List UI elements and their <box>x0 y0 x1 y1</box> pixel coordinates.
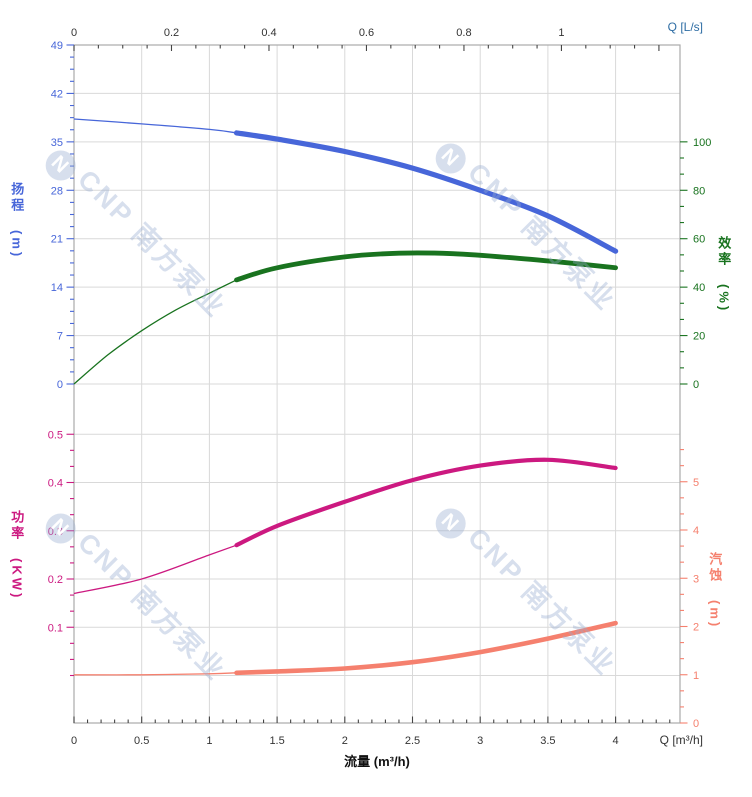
head-tick-label: 28 <box>51 185 63 197</box>
efficiency-curve <box>234 250 618 283</box>
top-axis-unit-label: Q [L/s] <box>667 20 703 34</box>
efficiency-tick-label: 40 <box>693 282 705 294</box>
head-tick-label: 42 <box>51 88 63 100</box>
flow-axis-label: 流量 (m³/h) <box>344 754 410 769</box>
efficiency-axis-title: 效率 (%) <box>716 236 732 313</box>
head-tick-label: 35 <box>51 137 63 149</box>
efficiency-axis-title-text: 效率 <box>716 236 732 268</box>
npsh-tick-label: 1 <box>693 670 699 682</box>
power-curve <box>234 457 618 548</box>
top-axis-tick-label: 0.8 <box>456 27 471 39</box>
bottom-axis-tick-label: 2.5 <box>405 735 420 747</box>
bottom-axis-tick-label: 0.5 <box>134 735 149 747</box>
efficiency-tick-label: 60 <box>693 234 705 246</box>
power-tick-label: 0.4 <box>48 478 63 490</box>
power-tick-label: 0.2 <box>48 574 63 586</box>
npsh-axis-title: 汽蚀 (m) <box>707 552 723 629</box>
bottom-axis-tick-label: 4 <box>613 735 619 747</box>
head-curve-thin <box>73 118 237 134</box>
npsh-axis-unit: (m) <box>707 599 723 629</box>
top-axis-tick-label: 0.2 <box>164 27 179 39</box>
npsh-tick-label: 5 <box>693 477 699 489</box>
power-curve-thin <box>73 544 237 595</box>
head-axis-title: 扬程 (m) <box>9 182 25 259</box>
npsh-curve <box>234 620 618 676</box>
efficiency-axis-unit: (%) <box>716 283 732 313</box>
head-tick-label: 21 <box>51 234 63 246</box>
efficiency-tick-label: 0 <box>693 379 699 391</box>
top-axis-tick-label: 0 <box>71 27 77 39</box>
efficiency-tick-label: 80 <box>693 185 705 197</box>
npsh-tick-label: 3 <box>693 573 699 585</box>
npsh-axis-title-text: 汽蚀 <box>707 552 723 584</box>
head-tick-label: 7 <box>57 331 63 343</box>
top-axis-tick-label: 0.6 <box>359 27 374 39</box>
efficiency-tick-label: 20 <box>693 331 705 343</box>
head-axis-unit: (m) <box>9 229 25 259</box>
npsh-curve-thin <box>73 672 237 676</box>
power-tick-label: 0.1 <box>48 622 63 634</box>
head-tick-label: 14 <box>51 282 63 294</box>
bottom-axis-tick-label: 0 <box>71 735 77 747</box>
head-curve <box>233 130 619 254</box>
power-axis-title: 功率 (KW) <box>9 510 25 600</box>
top-axis-tick-label: 0.4 <box>261 27 276 39</box>
efficiency-curve-thin <box>73 279 237 385</box>
bottom-axis-tick-label: 3 <box>477 735 483 747</box>
npsh-tick-label: 4 <box>693 525 699 537</box>
power-tick-label: 0.5 <box>48 429 63 441</box>
power-axis-unit: (KW) <box>9 557 25 600</box>
top-axis-tick-label: 1 <box>558 27 564 39</box>
efficiency-tick-label: 100 <box>693 137 711 149</box>
power-axis-title-text: 功率 <box>9 510 25 542</box>
head-tick-label: 49 <box>51 40 63 52</box>
bottom-axis-unit-label: Q [m³/h] <box>659 733 703 747</box>
bottom-axis-tick-label: 1.5 <box>269 735 284 747</box>
npsh-tick-label: 0 <box>693 718 699 730</box>
head-tick-label: 0 <box>57 379 63 391</box>
bottom-axis-tick-label: 3.5 <box>540 735 555 747</box>
power-tick-label: 0.3 <box>48 526 63 538</box>
npsh-tick-label: 2 <box>693 622 699 634</box>
bottom-axis-tick-label: 1 <box>206 735 212 747</box>
bottom-axis-tick-label: 2 <box>342 735 348 747</box>
head-axis-title-text: 扬程 <box>9 182 25 214</box>
